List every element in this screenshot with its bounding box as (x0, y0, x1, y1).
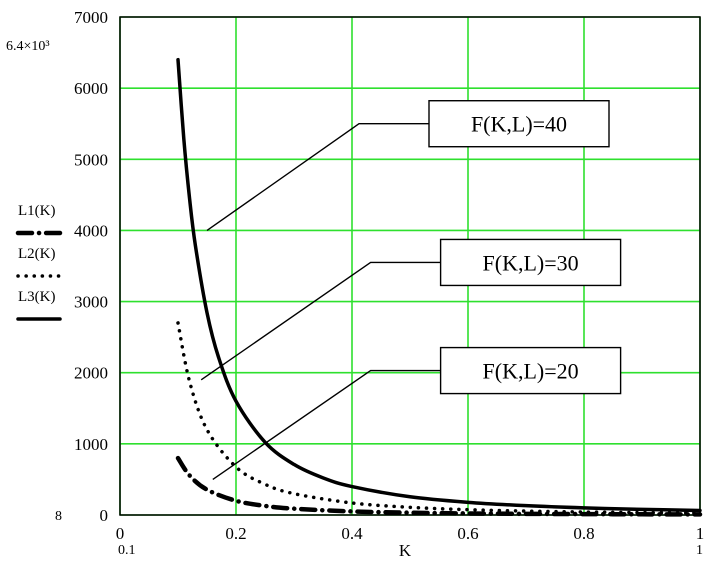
annotation-box (439, 346, 622, 395)
axis-annotation-x-right: 1 (696, 543, 703, 558)
x-tick-label: 0.2 (225, 524, 246, 543)
x-tick-label: 0.4 (341, 524, 363, 543)
annotation-box (428, 100, 610, 148)
legend-label: L1(K) (18, 203, 56, 219)
y-tick-label: 2000 (74, 364, 108, 383)
annotation-label: F(K,L)=20 (483, 359, 579, 384)
annotations: F(K,L)=40 F(K,L)=30 F(K,L)=20 (200, 100, 622, 481)
annotation-leader (212, 369, 441, 481)
legend: L1(K) L2(K) L3(K) (15, 203, 63, 321)
series-layer (175, 57, 703, 517)
legend-label: L3(K) (18, 289, 56, 305)
x-tick-label: 0 (116, 524, 125, 543)
annotation-label: F(K,L)=40 (471, 112, 567, 137)
series-line-l3k (176, 57, 702, 513)
annotation-label: F(K,L)=30 (483, 250, 579, 275)
plot-frame (119, 16, 701, 516)
x-tick-label: 1 (696, 524, 705, 543)
series-line-l1k (175, 455, 703, 517)
y-tick-label: 1000 (74, 435, 108, 454)
y-tick-label: 7000 (74, 8, 108, 27)
y-tick-label: 3000 (74, 293, 108, 312)
axis-annotation-y-bottom: 8 (55, 509, 62, 524)
y-tick-label: 0 (100, 506, 109, 525)
y-tick-label: 4000 (74, 221, 108, 240)
x-axis-label: K (399, 541, 412, 560)
y-tick-label: 6000 (74, 79, 108, 98)
axis-annotation-y-top: 6.4×10³ (6, 39, 50, 54)
annotation-leader (206, 123, 429, 232)
tick-labels: 0 0.2 0.4 0.6 0.8 1 0 1000 2000 3000 4000 5000 6000 7… (74, 8, 704, 543)
annotation-leader (200, 261, 441, 381)
annotation-box (439, 238, 622, 287)
x-tick-label: 0.8 (573, 524, 594, 543)
legend-label: L2(K) (18, 246, 56, 262)
x-tick-label: 0.6 (457, 524, 478, 543)
axis-annotation-x-left: 0.1 (118, 543, 136, 558)
y-tick-label: 5000 (74, 150, 108, 169)
